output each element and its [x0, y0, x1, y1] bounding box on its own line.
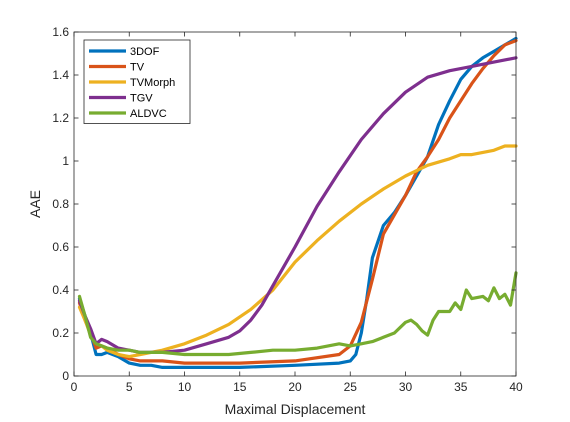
legend-label-tv: TV	[130, 62, 145, 74]
x-tick-label: 5	[126, 380, 133, 394]
x-tick-label: 10	[178, 380, 192, 394]
x-tick-label: 20	[288, 380, 302, 394]
series-line-aldvc	[77, 271, 518, 357]
y-tick-label: 0.2	[52, 326, 69, 340]
x-tick-label: 15	[233, 380, 247, 394]
x-tick-label: 35	[454, 380, 468, 394]
legend: 3DOF TV TVMorph TGV ALDVC	[83, 39, 191, 124]
axes	[73, 31, 517, 377]
y-tick-label: 0.4	[52, 283, 69, 297]
tick-labels: 0 5 10 15 20 25 30 35 40 0 0.2 0.4 0.6 0.8 1 1.2 1.4 1.6	[52, 25, 523, 394]
series-line-3dof	[77, 36, 518, 369]
y-tick-label: 0	[62, 369, 69, 383]
x-tick-label: 25	[344, 380, 358, 394]
legend-label-tvmorph: TVMorph	[130, 77, 175, 89]
y-tick-label: 1.2	[52, 111, 69, 125]
legend-label-aldvc: ALDVC	[130, 108, 167, 120]
x-tick-label: 30	[399, 380, 413, 394]
y-tick-label: 0.6	[52, 240, 69, 254]
x-axis-label: Maximal Displacement	[225, 401, 366, 417]
legend-label-tgv: TGV	[130, 93, 153, 105]
y-tick-label: 0.8	[52, 197, 69, 211]
series-lines	[77, 36, 518, 369]
x-tick-label: 0	[71, 380, 78, 394]
y-tick-label: 1.6	[52, 25, 69, 39]
y-axis-label: AAE	[27, 190, 43, 218]
legend-label-3dof: 3DOF	[130, 46, 160, 58]
y-tick-label: 1	[62, 154, 69, 168]
y-tick-label: 1.4	[52, 68, 69, 82]
series-line-tgv	[77, 56, 518, 354]
x-tick-label: 40	[509, 380, 523, 394]
